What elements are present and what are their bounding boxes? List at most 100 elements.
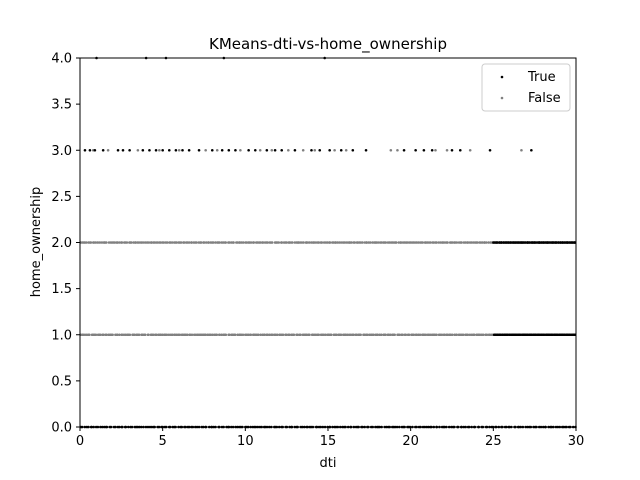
data-point-false [102, 333, 105, 337]
data-point-true [530, 148, 533, 152]
data-point-false [481, 241, 484, 244]
data-point-true [210, 148, 214, 152]
data-point-false [142, 241, 146, 244]
data-point-false [302, 241, 305, 244]
data-point-false [412, 333, 416, 337]
data-point-true [220, 148, 224, 152]
y-tick-label: 2.0 [51, 236, 72, 251]
data-point-false [308, 333, 311, 337]
data-point-true [273, 148, 277, 152]
data-point-false [339, 333, 343, 337]
data-point-false [324, 333, 327, 337]
data-point-true [154, 148, 158, 152]
data-point-false [140, 241, 144, 244]
data-point-true [167, 148, 171, 152]
data-point-false [232, 241, 235, 244]
data-point-false [445, 148, 449, 152]
y-tick-label: 1.0 [51, 328, 72, 343]
data-point-false [440, 333, 444, 337]
data-point-false [207, 241, 211, 244]
data-point-false [228, 333, 231, 337]
data-point-false [418, 333, 422, 337]
data-point-false [215, 148, 219, 152]
data-point-false [175, 241, 178, 244]
data-point-false [117, 241, 121, 244]
data-point-true [422, 148, 426, 152]
data-point-false [115, 241, 119, 244]
data-point-true [310, 148, 313, 152]
data-point-false [224, 333, 228, 337]
data-points [79, 56, 577, 429]
legend-marker-false [500, 96, 504, 100]
y-tick-label: 3.5 [51, 98, 72, 113]
data-point-false [372, 333, 375, 337]
data-point-true [121, 148, 125, 152]
data-point-false [94, 241, 97, 244]
data-point-false [451, 241, 454, 244]
data-point-false [249, 333, 253, 337]
data-point-false [133, 333, 136, 337]
x-tick-label: 30 [568, 434, 585, 449]
data-point-false [256, 333, 260, 337]
legend-label-false: False [528, 91, 561, 106]
data-point-false [328, 241, 332, 244]
data-point-false [190, 333, 194, 337]
data-point-true [318, 148, 322, 152]
data-point-false [270, 241, 274, 244]
data-point-false [345, 333, 349, 337]
data-point-false [241, 241, 245, 244]
data-point-false [281, 333, 285, 337]
data-point-false [261, 241, 265, 244]
x-tick-label: 5 [159, 434, 167, 449]
data-point-false [434, 148, 437, 152]
data-point-false [136, 148, 140, 152]
data-point-false [165, 333, 169, 337]
data-point-true [227, 148, 231, 152]
data-point-false [338, 241, 341, 244]
data-point-false [182, 241, 186, 244]
data-point-false [285, 241, 289, 244]
data-point-false [220, 333, 223, 337]
data-point-false [185, 333, 189, 337]
data-point-false [329, 333, 333, 337]
data-point-false [314, 241, 318, 244]
data-point-false [159, 241, 163, 244]
data-point-false [299, 333, 302, 337]
x-tick-label: 15 [320, 434, 337, 449]
data-point-false [343, 241, 346, 244]
data-point-false [446, 241, 449, 244]
data-point-false [241, 333, 245, 337]
data-point-false [455, 241, 459, 244]
data-point-false [266, 333, 269, 337]
data-point-true [280, 148, 284, 152]
data-point-false [245, 241, 249, 244]
data-point-false [125, 241, 129, 244]
data-point-false [177, 148, 181, 152]
data-point-false [344, 241, 348, 244]
data-point-false [485, 333, 489, 337]
data-point-false [161, 333, 164, 337]
data-point-false [89, 241, 93, 244]
data-point-false [116, 333, 119, 337]
data-point-false [393, 333, 396, 337]
data-point-false [443, 333, 446, 337]
data-point-false [435, 333, 438, 337]
data-point-false [266, 241, 269, 244]
data-point-false [287, 148, 290, 152]
data-point-true [148, 148, 151, 152]
data-point-false [218, 333, 221, 337]
data-point-true [402, 148, 406, 152]
data-point-false [301, 148, 305, 152]
data-point-false [313, 148, 317, 152]
data-point-false [464, 241, 467, 244]
data-point-false [284, 333, 288, 337]
data-point-false [99, 241, 103, 244]
data-point-false [204, 241, 208, 244]
y-axis-label: home_ownership [29, 187, 44, 297]
data-point-false [195, 241, 198, 244]
data-point-false [252, 241, 256, 244]
y-tick-label: 0.0 [51, 421, 72, 436]
data-point-false [249, 241, 253, 244]
data-point-false [277, 241, 281, 244]
